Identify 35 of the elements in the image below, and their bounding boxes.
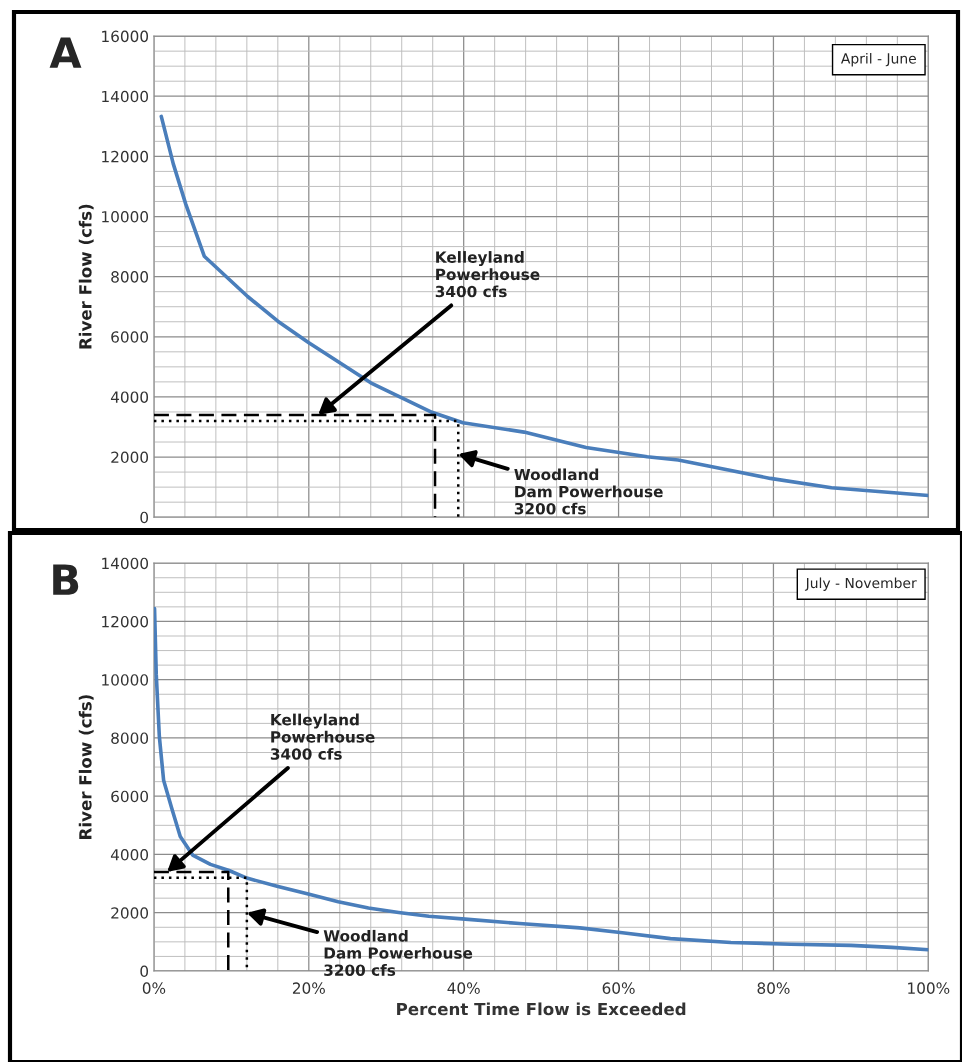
- y-tick-label: 12000: [102, 150, 149, 163]
- y-tick-label: 12000: [102, 615, 149, 628]
- annotation: Kelleyland Powerhouse 3400 cfs: [270, 713, 375, 760]
- line-series: [159, 114, 929, 498]
- annotation: Kelleyland Powerhouse 3400 cfs: [435, 251, 540, 298]
- y-tick-label: 2000: [111, 907, 149, 919]
- y-tick-label: 16000: [102, 30, 149, 43]
- x-tick-label: 20%: [292, 982, 325, 994]
- annotation: Woodland Dam Powerhouse 3200 cfs: [514, 468, 663, 515]
- x-tick-label: 0%: [142, 982, 166, 994]
- y-tick-label: 2000: [111, 451, 149, 464]
- y-tick-label: 10000: [102, 674, 149, 686]
- y-tick-label: 4000: [110, 848, 149, 861]
- y-tick-label: 14000: [102, 90, 149, 103]
- y-tick-label: 8000: [111, 271, 149, 283]
- text: A: [49, 37, 82, 68]
- x-tick-label: 100%: [908, 982, 950, 994]
- y-tick-label: 0: [140, 511, 149, 524]
- y-tick-label: 14000: [102, 557, 149, 570]
- annotation: July - November: [804, 577, 917, 591]
- x-tick-label: 60%: [602, 982, 635, 994]
- x-tick-label: 80%: [757, 982, 790, 994]
- y-tick-label: 10000: [102, 210, 149, 223]
- y-tick-label: 6000: [111, 790, 149, 803]
- text: B: [53, 564, 79, 595]
- y-tick-label: 0: [140, 965, 149, 978]
- y-tick-label: 8000: [111, 732, 149, 744]
- x-tick-label: 40%: [447, 982, 480, 994]
- annotation: April - June: [840, 52, 916, 67]
- x-axis-title: Percent Time Flow is Exceeded: [397, 1002, 686, 1016]
- y-axis-title: River Flow (cfs): [78, 204, 94, 349]
- y-tick-label: 4000: [110, 391, 149, 403]
- annotation: Woodland Dam Powerhouse 3200 cfs: [323, 929, 473, 976]
- y-tick-label: 6000: [111, 331, 149, 343]
- y-axis-title: River Flow (cfs): [78, 695, 94, 839]
